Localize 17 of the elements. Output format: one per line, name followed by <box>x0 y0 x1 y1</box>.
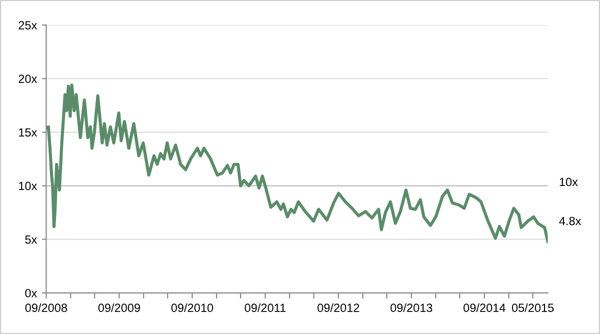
y-tick-label: 5x <box>25 236 38 244</box>
x-tick-label: 09/2013 <box>390 303 432 312</box>
y-tick-label: 15x <box>19 128 38 137</box>
x-tick-label: 09/2012 <box>318 303 360 312</box>
ref-line-label: 10x <box>560 178 578 186</box>
x-tick-label: 09/2010 <box>171 303 214 312</box>
y-tick-label: 0x <box>25 288 38 298</box>
x-tick-label: 09/2014 <box>464 303 506 312</box>
x-tick-label: 09/2011 <box>244 303 286 312</box>
y-tick-label: 25x <box>18 21 38 30</box>
x-tick-label: 09/2008 <box>25 303 68 312</box>
x-tick-label: 05/2015 <box>512 303 554 312</box>
y-tick-label: 20x <box>18 74 38 84</box>
annotation: 4.8x <box>559 216 582 226</box>
x-tick-label: 09/2009 <box>98 303 140 312</box>
line-series <box>46 84 548 244</box>
y-tick-label: 10x <box>19 182 38 190</box>
